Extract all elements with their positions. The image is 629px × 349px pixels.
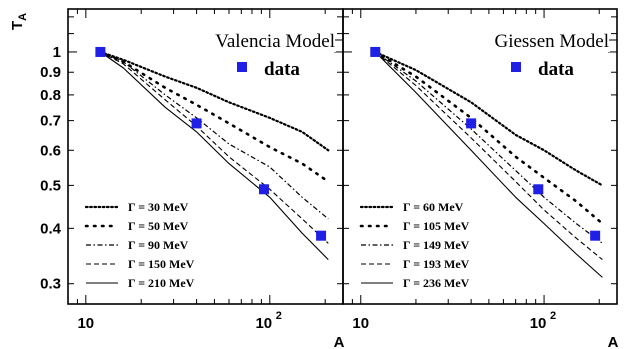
y-tick-label: 0.8: [40, 87, 61, 104]
data-point: [466, 118, 477, 129]
x-axis-label: A: [334, 334, 345, 349]
legend-data-label: data: [538, 59, 574, 80]
series-line-1: [374, 50, 604, 225]
plot-frame: [67, 8, 344, 305]
series-line-4: [374, 51, 603, 278]
y-tick-label: 0.6: [40, 142, 61, 159]
series-line-4: [100, 51, 329, 260]
x-tick-label: 10: [530, 315, 547, 332]
data-point: [316, 230, 327, 241]
legend-label-2: Γ = 149 MeV: [403, 238, 470, 252]
legend-label-0: Γ = 60 MeV: [403, 200, 464, 214]
y-tick-label: 0.4: [40, 220, 62, 237]
legend-label-4: Γ = 210 MeV: [128, 276, 195, 290]
plot-frame: [342, 8, 618, 305]
y-tick-label: 0.5: [40, 177, 61, 194]
legend-data-label: data: [264, 59, 300, 80]
legend-data-marker: [237, 62, 247, 72]
legend-data-marker: [511, 62, 521, 72]
y-tick-label: 1: [53, 44, 61, 61]
series-line-0: [99, 50, 330, 152]
legend-label-1: Γ = 105 MeV: [403, 219, 470, 233]
series-line-2: [374, 51, 603, 244]
series-line-1: [99, 50, 330, 183]
panel-title: Giessen Model: [494, 31, 609, 52]
data-point: [95, 46, 106, 57]
panel-title: Valencia Model: [215, 31, 335, 52]
title-background: [212, 31, 336, 52]
legend-label-4: Γ = 236 MeV: [403, 276, 470, 290]
x-tick-label-exponent: 2: [276, 310, 282, 322]
y-tick-label: 0.3: [40, 276, 61, 293]
series-line-3: [374, 51, 603, 261]
x-tick-label: 10: [352, 315, 369, 332]
legend-label-3: Γ = 193 MeV: [403, 257, 470, 271]
panel-valencia: 10 10 2 0.3 0.4 0.5 0.6 0.7 0.8 0.9 1 A TA Valencia M…: [9, 8, 345, 349]
x-tick-label: 10: [255, 315, 272, 332]
data-point: [258, 184, 269, 195]
legend-label-3: Γ = 150 MeV: [128, 257, 195, 271]
data-point: [370, 46, 381, 57]
y-tick-label: 0.9: [40, 64, 61, 81]
legend-label-1: Γ = 50 MeV: [128, 219, 189, 233]
y-axis-label: TA: [9, 13, 29, 30]
y-tick-label: 0.7: [40, 113, 61, 130]
data-point: [533, 184, 544, 195]
title-background: [491, 31, 610, 52]
series-line-3: [100, 51, 329, 244]
data-point: [191, 118, 202, 129]
x-tick-label: 10: [77, 315, 94, 332]
data-point: [590, 230, 601, 241]
x-tick-label-exponent: 2: [550, 310, 556, 322]
series-line-2: [100, 51, 329, 220]
x-axis-label: A: [608, 334, 619, 349]
legend-label-2: Γ = 90 MeV: [128, 238, 189, 252]
series-line-0: [374, 50, 604, 187]
legend-label-0: Γ = 30 MeV: [128, 200, 189, 214]
